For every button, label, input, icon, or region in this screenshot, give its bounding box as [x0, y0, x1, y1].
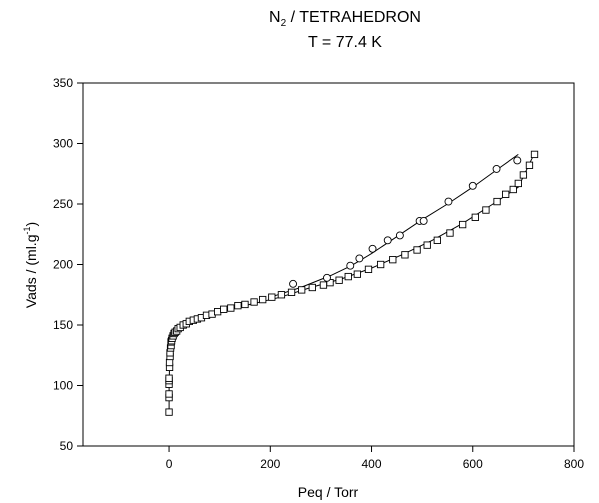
data-point-square	[234, 301, 242, 310]
x-tick-labels: 0 200 400 600 800	[166, 457, 585, 471]
y-axis-label-superscript: -1	[22, 227, 32, 235]
y-tick-labels: 50 100 150 200 250 300 350	[53, 76, 73, 453]
data-point-square	[213, 308, 222, 316]
x-tick-label: 600	[463, 457, 483, 471]
data-point-circle	[346, 261, 355, 270]
data-point-square	[165, 390, 173, 398]
plot-area-frame	[82, 82, 575, 447]
data-point-square	[259, 295, 267, 304]
y-axis-label-end: )	[23, 222, 39, 227]
fit-line-circle	[270, 153, 519, 298]
y-tick-label: 300	[53, 137, 73, 151]
data-point-square	[519, 171, 528, 179]
data-point-square	[502, 190, 510, 198]
data-point-circle	[468, 181, 477, 190]
data-point-circle	[419, 216, 428, 225]
y-tick-label: 350	[53, 76, 73, 90]
data-point-square	[220, 305, 228, 313]
y-tick-label: 150	[53, 318, 73, 332]
y-tick-label: 100	[53, 379, 73, 393]
data-point-square	[509, 185, 517, 194]
data-point-square	[413, 246, 421, 254]
data-point-square	[530, 150, 539, 159]
data-point-circle	[323, 273, 331, 282]
chart-title-rest: / TETRAHEDRON	[286, 9, 421, 26]
data-point-square	[446, 229, 454, 237]
data-point-square	[335, 276, 343, 284]
data-point-square	[165, 358, 174, 367]
data-point-square	[493, 197, 501, 206]
data-point-square	[277, 291, 286, 299]
data-point-circle	[289, 279, 298, 288]
data-point-square	[471, 213, 479, 221]
chart-title: N2 / TETRAHEDRON	[205, 8, 485, 34]
data-point-square	[344, 272, 352, 281]
data-point-square	[423, 241, 431, 249]
data-point-square	[287, 288, 296, 296]
y-axis-label: Vads / (ml.g-1)	[22, 222, 39, 308]
data-point-square	[376, 260, 385, 269]
x-tick-label: 800	[564, 457, 584, 471]
data-point-circle	[355, 254, 364, 263]
data-point-square	[308, 283, 316, 292]
data-point-square	[319, 281, 328, 289]
data-point-square	[482, 206, 490, 214]
x-tick-label: 200	[260, 457, 280, 471]
data-point-square	[364, 265, 373, 273]
data-point-square	[268, 293, 276, 301]
data-point-square	[525, 161, 534, 169]
data-point-circle	[513, 156, 522, 165]
data-point-circle	[368, 244, 377, 253]
data-point-square	[165, 374, 173, 382]
x-axis-label: Peq / Torr	[298, 484, 359, 500]
fit-lines	[168, 152, 535, 413]
data-point-square	[353, 270, 362, 278]
x-tick-label: 0	[166, 457, 173, 471]
data-point-square	[401, 251, 409, 259]
axis-ticks	[77, 82, 575, 452]
data-point-square	[250, 298, 258, 306]
chart-subtitle: T = 77.4 K	[308, 34, 382, 51]
data-point-circle	[383, 236, 392, 245]
data-point-circle	[492, 164, 501, 173]
data-point-circle	[444, 197, 453, 206]
data-point-square	[165, 408, 173, 416]
x-tick-label: 400	[362, 457, 382, 471]
data-point-square	[433, 236, 441, 244]
chart-title-subscript: 2	[280, 18, 287, 30]
y-tick-label: 50	[60, 439, 74, 453]
data-markers	[165, 150, 539, 416]
data-point-square	[241, 300, 249, 309]
fit-line-square	[168, 152, 535, 413]
data-point-square	[514, 179, 522, 188]
y-axis-label-main: Vads / (ml.g	[23, 235, 39, 309]
y-tick-label: 200	[53, 258, 73, 272]
data-point-square	[298, 286, 306, 294]
data-point-square	[458, 220, 467, 229]
y-tick-label: 250	[53, 197, 73, 211]
data-point-square	[227, 304, 235, 312]
data-point-square	[389, 256, 397, 264]
data-point-circle	[395, 231, 404, 240]
chart-title-main: N	[269, 9, 281, 26]
